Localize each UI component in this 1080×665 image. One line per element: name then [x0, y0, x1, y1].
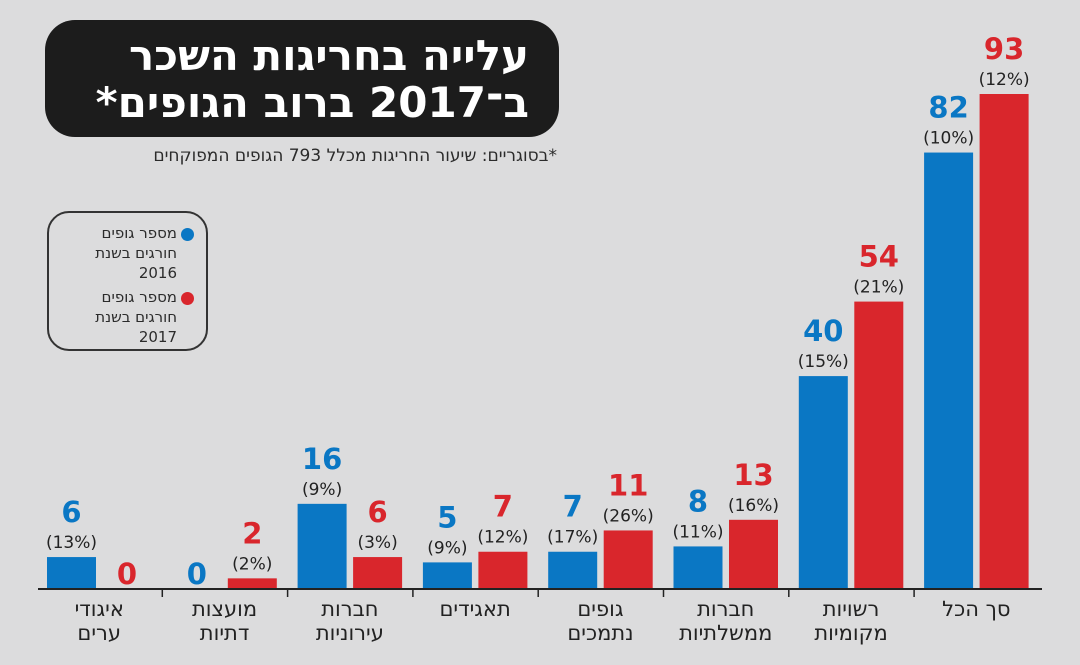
value-label: 5: [437, 500, 457, 534]
legend-text-line: חורגים בשנת: [95, 308, 177, 326]
value-label: 8: [688, 484, 708, 518]
value-label: 7: [563, 490, 583, 524]
category-label-line: דתיות: [199, 621, 250, 645]
legend-text-line: מספר גופים: [101, 224, 177, 242]
category-label: חברות ממשלתיות: [666, 597, 786, 645]
legend-text-line: חורגים בשנת: [95, 244, 177, 262]
value-label: 6: [368, 495, 388, 529]
category-label-line: מקומיות: [814, 621, 888, 645]
percent-label: (10%): [923, 129, 974, 149]
category-label-line: תאגידים: [439, 597, 511, 621]
category-label-line: ממשלתיות: [679, 621, 773, 645]
percent-label: (3%): [357, 533, 397, 553]
category-label-line: איגודי: [74, 597, 124, 621]
value-label: 6: [61, 495, 81, 529]
bar: [979, 94, 1029, 589]
value-label: 0: [187, 557, 207, 591]
percent-label: (2%): [232, 554, 272, 574]
category-label: חברות עירוניות: [290, 597, 410, 645]
bar: [227, 578, 277, 589]
percent-label: (12%): [477, 528, 528, 548]
legend: מספר גופים חורגים בשנת 2016 מספר גופים ח…: [47, 211, 208, 351]
category-label: גופים נתמכים: [540, 597, 660, 645]
value-label: 82: [928, 91, 968, 125]
bar: [297, 503, 347, 589]
chart-title-line-1: עלייה בחריגות השכר: [129, 31, 529, 80]
percent-label: (16%): [728, 496, 779, 516]
bar: [47, 557, 96, 589]
value-label: 11: [608, 468, 648, 502]
bar: [603, 530, 653, 589]
category-label-line: סך הכל: [942, 597, 1011, 621]
legend-text-2017: מספר גופים חורגים בשנת 2017: [52, 287, 177, 347]
bar: [673, 546, 723, 589]
category-label: רשויות מקומיות: [791, 597, 911, 645]
category-label: איגודי ערים: [39, 597, 159, 645]
chart-title-line-2: ב־2017 ברוב הגופים*: [95, 78, 529, 127]
legend-text-line: 2017: [138, 328, 177, 346]
category-label-line: מועצות: [191, 597, 258, 621]
category-label-line: עירוניות: [315, 621, 384, 645]
bar: [798, 376, 848, 589]
legend-item-2017: מספר גופים חורגים בשנת 2017: [52, 287, 194, 347]
bar: [729, 519, 778, 589]
bar: [478, 551, 528, 589]
footnote: *בסוגריים: שיעור החריגות מכלל 793 הגופים…: [153, 146, 557, 166]
category-label: מועצות דתיות: [165, 597, 285, 645]
bar: [854, 301, 904, 589]
legend-text-line: מספר גופים: [101, 288, 177, 306]
percent-label: (11%): [672, 522, 723, 542]
bar: [924, 152, 974, 589]
percent-label: (13%): [46, 533, 97, 553]
value-label: 16: [302, 442, 342, 476]
category-label-line: ערים: [77, 621, 122, 645]
category-label-line: חברות: [321, 597, 379, 621]
percent-label: (17%): [547, 528, 598, 548]
category-label: תאגידים: [415, 597, 535, 621]
title-box: עלייה בחריגות השכר ב־2017 ברוב הגופים*: [45, 20, 559, 137]
percent-label: (9%): [302, 480, 342, 500]
value-label: 7: [493, 490, 513, 524]
legend-text-line: 2016: [138, 264, 177, 282]
percent-label: (9%): [427, 538, 467, 558]
bar: [548, 551, 598, 589]
value-label: 13: [733, 458, 773, 492]
percent-label: (12%): [979, 70, 1030, 90]
legend-item-2016: מספר גופים חורגים בשנת 2016: [52, 223, 194, 283]
percent-label: (21%): [853, 278, 904, 298]
bar: [353, 557, 403, 589]
value-label: 40: [803, 314, 843, 348]
category-label-line: חברות: [697, 597, 755, 621]
category-label-line: רשויות: [822, 597, 880, 621]
percent-label: (26%): [603, 506, 654, 526]
legend-text-2016: מספר גופים חורגים בשנת 2016: [52, 223, 177, 283]
legend-dot-2017: [181, 292, 194, 305]
value-label: 93: [984, 32, 1024, 66]
value-label: 0: [117, 557, 137, 591]
category-label-line: נתמכים: [567, 621, 634, 645]
category-label-line: גופים: [577, 597, 624, 621]
legend-dot-2016: [181, 228, 194, 241]
bar: [422, 562, 472, 589]
value-label: 54: [859, 240, 899, 274]
percent-label: (15%): [798, 352, 849, 372]
value-label: 2: [242, 516, 262, 550]
category-label: סך הכל: [916, 597, 1036, 621]
